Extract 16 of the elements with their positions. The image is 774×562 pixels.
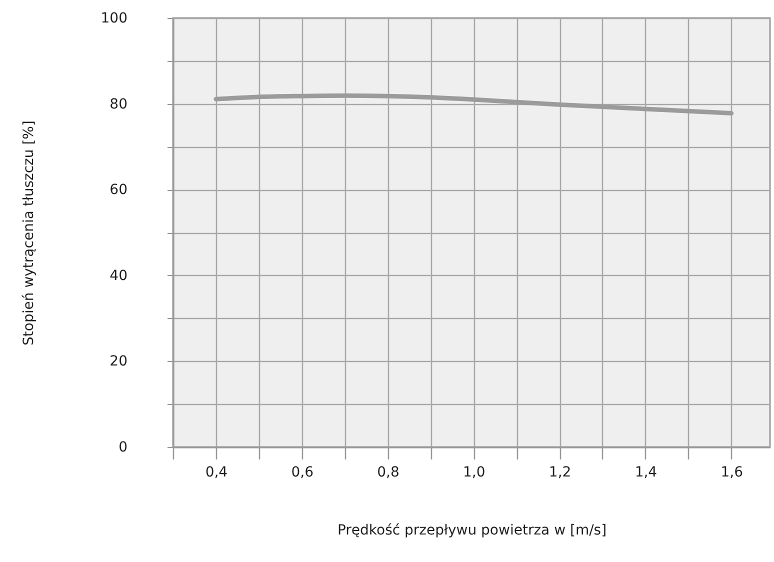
y-tick-label: 100 (100, 10, 128, 26)
y-tick-label: 60 (110, 182, 128, 198)
line-series (214, 93, 734, 116)
y-axis-title: Stopień wytrącenia tłuszczu [%] (20, 120, 37, 346)
x-tick-label: 1,4 (634, 464, 658, 480)
x-tick-label: 1,0 (463, 464, 486, 480)
y-tick-label: 80 (110, 96, 128, 112)
x-tick-label: 0,4 (205, 464, 228, 480)
x-tick-label: 0,6 (291, 464, 314, 480)
y-tick-label: 40 (110, 268, 128, 284)
y-tick-label: 20 (110, 354, 128, 370)
x-tick-label: 1,2 (548, 464, 572, 480)
x-tick-label: 0,8 (377, 464, 400, 480)
x-tick-label: 1,6 (720, 464, 744, 480)
x-axis-title: Prędkość przepływu powietrza w [m/s] (337, 522, 607, 538)
y-tick-label: 0 (118, 440, 128, 456)
